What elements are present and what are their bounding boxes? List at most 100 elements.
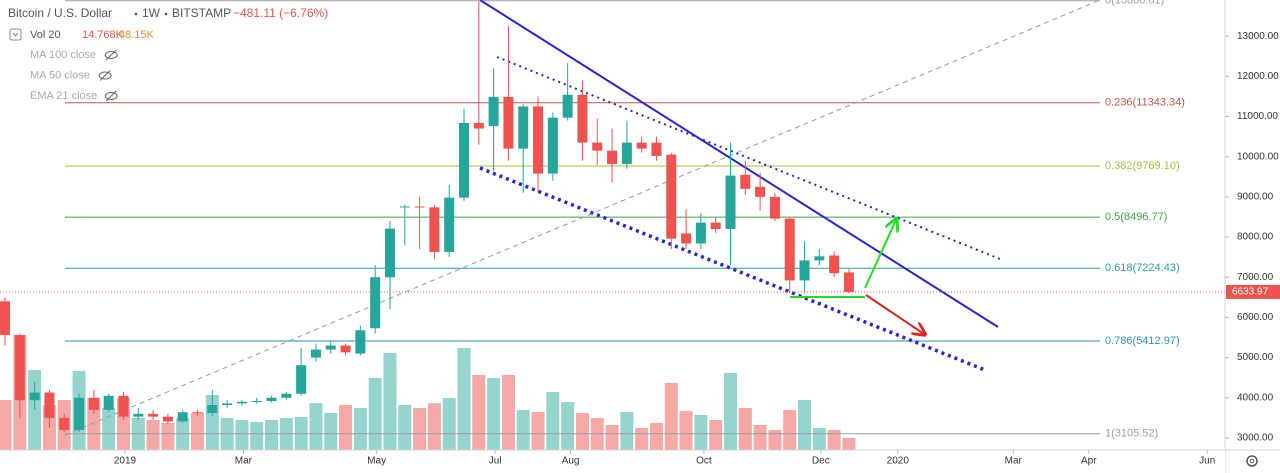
volume-bar (191, 413, 205, 450)
candle-body (740, 174, 751, 189)
volume-bar (635, 427, 649, 450)
indicator-legend: MA 100 close MA 50 close EMA 21 close (30, 49, 118, 102)
candle-body (592, 142, 603, 151)
candle-body (533, 106, 544, 174)
volume-bar (28, 370, 42, 450)
settings-button[interactable] (1246, 455, 1258, 467)
candle-body (636, 142, 647, 149)
candle-body (695, 222, 706, 244)
candle-body (74, 397, 85, 430)
candle-body (444, 197, 455, 252)
candle-body (340, 345, 351, 353)
candle-body (488, 96, 499, 127)
candle-body (681, 233, 692, 244)
candle-body (784, 218, 795, 281)
trend-line-dotted (496, 56, 1001, 260)
candle-body (370, 277, 381, 329)
volume-bar (457, 348, 471, 450)
indicator-name: MA 50 close (30, 69, 90, 81)
volume-bar (368, 377, 382, 450)
volume-value: 14.768K (82, 29, 124, 41)
candle-body (310, 349, 321, 358)
fib-label: 0.5(8496.77) (1105, 211, 1167, 223)
exchange: BITSTAMP (172, 6, 231, 20)
candle-body (103, 395, 114, 410)
candle-body (473, 122, 484, 129)
x-tick-label: Mar (235, 456, 253, 467)
trend-line (479, 0, 999, 328)
candle-body (192, 412, 203, 414)
volume-layer (0, 335, 856, 450)
collapse-icon (12, 32, 19, 37)
volume-bar (546, 392, 560, 450)
candle-body (814, 256, 825, 261)
candle-body (607, 150, 618, 164)
fib-label: 0.618(7224.43) (1105, 262, 1180, 274)
separator (134, 12, 138, 16)
volume-bar (383, 353, 397, 450)
volume-bar (842, 437, 856, 450)
gear-hole (1249, 458, 1255, 464)
fib-label: 1(3105.52) (1105, 428, 1158, 440)
volume-bar (783, 410, 797, 450)
volume-bar (753, 424, 767, 450)
volume-bar (472, 374, 486, 450)
volume-ma: 48.15K (119, 29, 155, 41)
candle-body (355, 330, 366, 354)
candle-body (799, 260, 810, 281)
candle-body (399, 206, 410, 208)
candle-body (29, 392, 40, 401)
volume-bar (161, 423, 175, 450)
volume-bar (709, 420, 723, 450)
chart-title: Bitcoin / U.S. Dollar (8, 6, 112, 20)
x-tick-label: Jul (489, 456, 502, 467)
hidden-eye-slash (99, 70, 111, 81)
x-tick-label: Jun (1199, 456, 1215, 467)
x-tick-label: Mar (1005, 456, 1023, 467)
volume-bar (353, 407, 367, 450)
candle-body (44, 392, 55, 418)
candle-body (769, 196, 780, 219)
candle-body (296, 365, 307, 394)
hidden-eye-icon (104, 51, 118, 59)
candle-body (429, 207, 440, 252)
candle-body (666, 154, 677, 239)
candle-layer (0, 1, 1225, 432)
candle-body (207, 405, 218, 414)
y-tick-label: 11000.00 (1237, 111, 1278, 122)
candle-body (384, 228, 395, 278)
volume-bar (812, 427, 826, 450)
hidden-eye-slash (105, 49, 117, 61)
candle-body (518, 106, 529, 149)
candle-body (0, 301, 11, 336)
candle-body (251, 400, 262, 402)
volume-bar (398, 404, 412, 450)
indicator-name: MA 100 close (30, 49, 96, 61)
y-tick-label: 4000.00 (1237, 392, 1274, 403)
x-tick-label: Dec (812, 456, 830, 467)
collapse-button[interactable] (9, 28, 22, 41)
x-tick-label: 2020 (887, 456, 910, 467)
volume-bar (102, 407, 116, 450)
separator (164, 12, 168, 16)
candle-body (88, 397, 99, 410)
x-tick-label: 2019 (114, 456, 137, 467)
volume-bar (798, 400, 812, 450)
candle-body (651, 142, 662, 156)
candle-body (281, 393, 292, 398)
candle-body (118, 395, 129, 417)
volume-bar (87, 397, 101, 450)
axis-layer: 3000.00 4000.00 5000.00 6000.00 7000.00 8000.… (114, 31, 1280, 467)
y-tick-label: 7000.00 (1237, 272, 1274, 283)
volume-bar (265, 420, 279, 450)
volume-bar (487, 377, 501, 450)
volume-bar (501, 374, 515, 450)
volume-bar (620, 412, 634, 450)
volume-legend-name: Vol 20 (30, 29, 61, 41)
gear (1246, 455, 1258, 467)
fib-label: 0.236(11343.34) (1105, 97, 1185, 109)
volume-bar (694, 414, 708, 450)
candle-body (547, 117, 558, 174)
candle-body (414, 206, 425, 208)
